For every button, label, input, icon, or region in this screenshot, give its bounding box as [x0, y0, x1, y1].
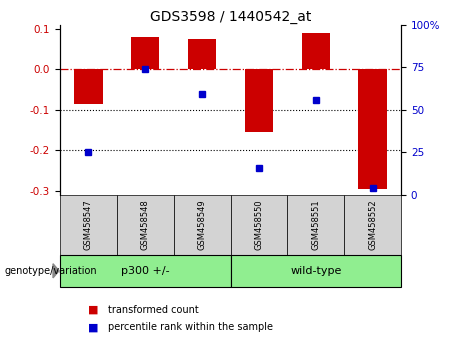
- Bar: [344, 195, 401, 255]
- Bar: [245, 69, 273, 132]
- Text: percentile rank within the sample: percentile rank within the sample: [108, 322, 273, 332]
- Bar: [74, 69, 102, 104]
- Text: p300 +/-: p300 +/-: [121, 266, 170, 276]
- Bar: [131, 37, 160, 69]
- Bar: [301, 33, 330, 69]
- Bar: [358, 69, 387, 189]
- Text: genotype/variation: genotype/variation: [5, 266, 97, 276]
- Text: GSM458550: GSM458550: [254, 199, 263, 250]
- Text: transformed count: transformed count: [108, 305, 199, 315]
- Bar: [230, 195, 287, 255]
- Bar: [60, 195, 117, 255]
- Text: ■: ■: [88, 322, 98, 332]
- Text: GSM458552: GSM458552: [368, 199, 377, 250]
- Bar: [117, 195, 174, 255]
- Text: ■: ■: [88, 305, 98, 315]
- Text: wild-type: wild-type: [290, 266, 342, 276]
- Title: GDS3598 / 1440542_at: GDS3598 / 1440542_at: [150, 10, 311, 24]
- Polygon shape: [53, 264, 59, 278]
- Bar: [60, 255, 230, 287]
- Bar: [230, 255, 401, 287]
- Bar: [287, 195, 344, 255]
- Text: GSM458548: GSM458548: [141, 199, 150, 250]
- Bar: [174, 195, 230, 255]
- Text: GSM458551: GSM458551: [311, 199, 320, 250]
- Text: GSM458549: GSM458549: [198, 199, 207, 250]
- Text: GSM458547: GSM458547: [84, 199, 93, 250]
- Bar: [188, 39, 216, 69]
